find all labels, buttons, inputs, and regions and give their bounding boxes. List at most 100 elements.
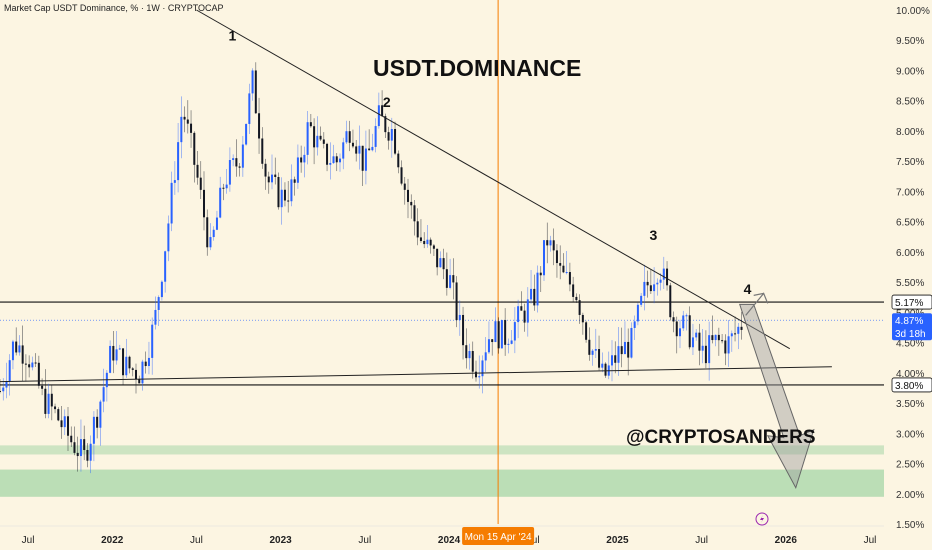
- candle: [701, 328, 704, 364]
- candle: [232, 154, 235, 167]
- candle-body: [419, 237, 422, 241]
- candle-body: [678, 328, 682, 337]
- candle: [332, 144, 335, 164]
- candle: [283, 182, 286, 207]
- candle-body: [60, 420, 63, 428]
- candle: [167, 215, 170, 262]
- candle-body: [138, 379, 141, 384]
- candle-body: [394, 129, 397, 154]
- candle: [377, 92, 380, 129]
- candle-body: [228, 160, 231, 185]
- candle-body: [591, 350, 594, 355]
- candle-body: [526, 299, 529, 323]
- candle: [228, 147, 231, 192]
- y-tick-label: 3.50%: [896, 399, 924, 410]
- candle-body: [491, 339, 494, 343]
- candle: [254, 62, 257, 114]
- candle: [455, 276, 458, 328]
- candle-body: [34, 362, 37, 364]
- candle-body: [559, 263, 562, 266]
- y-tick-label: 5.50%: [896, 278, 924, 289]
- candle-body: [669, 285, 672, 318]
- y-tick-label: 9.00%: [896, 66, 924, 77]
- candle-body: [196, 164, 199, 178]
- candle: [348, 120, 351, 152]
- candle-body: [251, 70, 254, 94]
- candle-body: [643, 281, 646, 296]
- current-price-tag: 4.87% 3d 18h: [892, 313, 932, 341]
- candle-body: [5, 381, 8, 388]
- candle-body: [293, 179, 296, 183]
- candle-body: [452, 275, 455, 283]
- candle: [727, 319, 730, 367]
- candle: [413, 199, 416, 236]
- candle: [520, 291, 523, 311]
- candle-body: [701, 345, 704, 351]
- candle-body: [517, 306, 520, 323]
- candle: [329, 142, 332, 180]
- candle: [193, 131, 196, 183]
- candle: [374, 118, 377, 153]
- candle: [685, 313, 688, 331]
- candle: [21, 325, 24, 382]
- candle: [439, 251, 442, 268]
- candle-body: [215, 217, 218, 230]
- candle: [591, 348, 594, 366]
- candle-body: [118, 348, 121, 350]
- candle: [649, 269, 652, 295]
- candle: [487, 321, 490, 355]
- candle: [79, 419, 82, 472]
- candle-body: [283, 189, 286, 201]
- candle: [468, 343, 471, 370]
- candle: [419, 219, 422, 243]
- candle-body: [151, 324, 154, 358]
- candle: [530, 269, 533, 304]
- candle: [708, 321, 711, 381]
- candle: [355, 139, 358, 162]
- candle-body: [186, 119, 189, 124]
- candle-body: [533, 288, 536, 306]
- candle: [322, 132, 325, 149]
- candle: [60, 405, 63, 439]
- candle-body: [371, 146, 374, 151]
- candle: [575, 293, 578, 303]
- candle: [484, 337, 487, 372]
- candle: [630, 322, 633, 359]
- candle: [44, 369, 47, 419]
- candle-body: [313, 126, 316, 148]
- candle-body: [134, 369, 138, 380]
- candle-body: [258, 113, 261, 139]
- candle: [523, 303, 526, 332]
- candle-body: [620, 346, 623, 355]
- candle-body: [245, 123, 248, 145]
- candle-body: [73, 442, 76, 453]
- candle-body: [588, 339, 591, 355]
- candle: [274, 157, 277, 185]
- candle: [426, 225, 429, 248]
- candle: [34, 353, 37, 368]
- candle: [199, 161, 202, 199]
- candle: [513, 307, 516, 354]
- candle: [740, 311, 743, 340]
- candle-body: [264, 163, 267, 177]
- candle: [481, 355, 484, 394]
- candle: [66, 406, 70, 451]
- candle-body: [31, 362, 34, 368]
- candle: [258, 97, 261, 154]
- candle: [452, 258, 455, 300]
- candle: [410, 194, 413, 219]
- candle: [173, 161, 176, 195]
- candle-body: [601, 363, 604, 368]
- candle-body: [164, 251, 167, 282]
- candle-body: [695, 332, 698, 338]
- candle-body: [374, 126, 377, 147]
- candle: [491, 338, 494, 356]
- candle-body: [381, 105, 384, 117]
- candle: [241, 136, 244, 177]
- candle-body: [455, 282, 458, 321]
- candle: [57, 407, 60, 422]
- x-tick-label: Jul: [358, 535, 371, 546]
- candle: [177, 122, 180, 193]
